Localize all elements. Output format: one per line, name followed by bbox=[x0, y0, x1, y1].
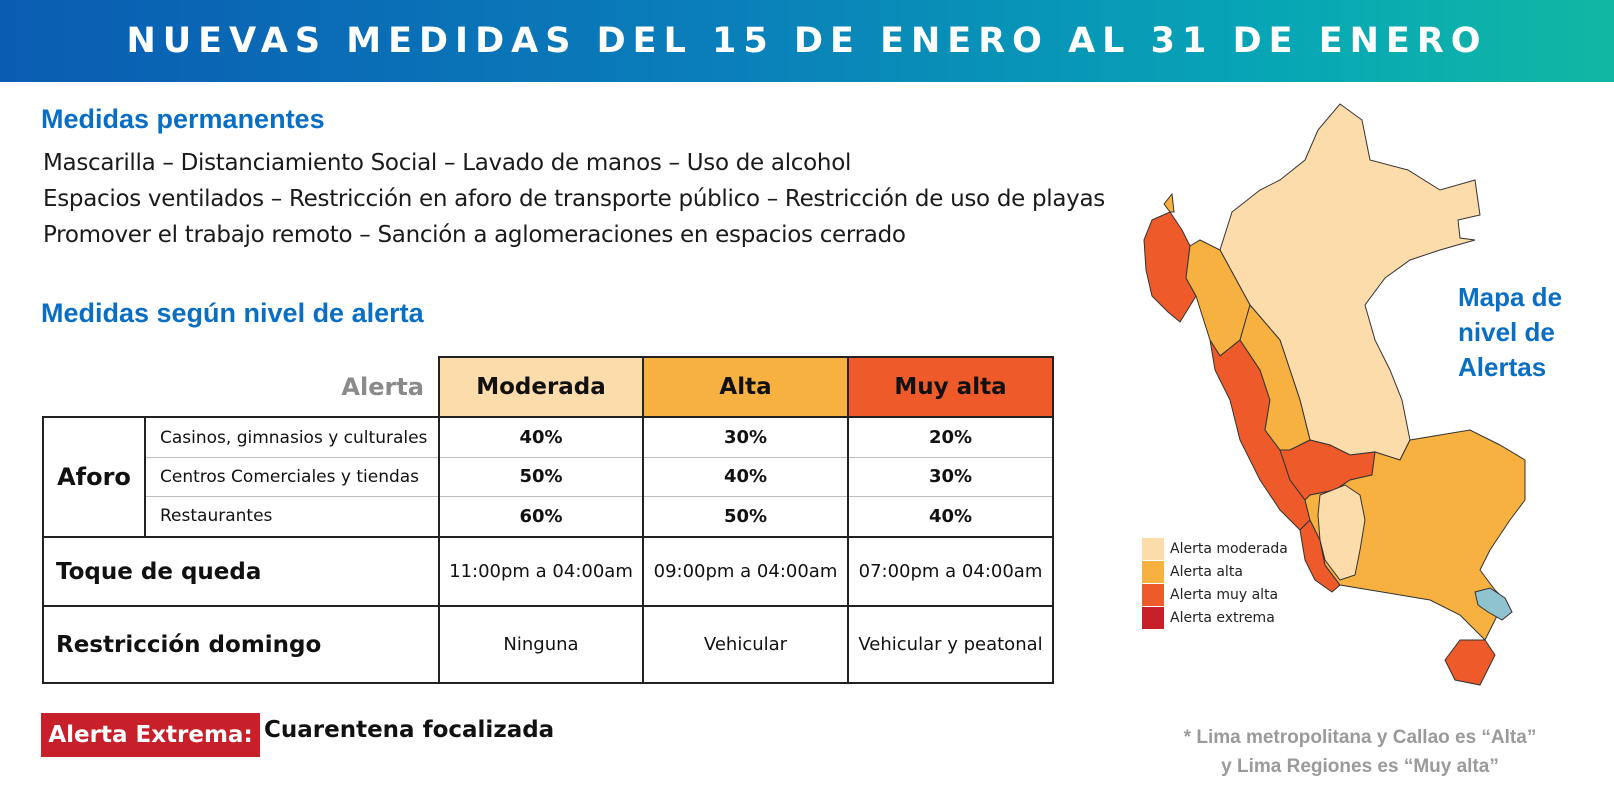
legend-item: Alerta muy alta bbox=[1142, 583, 1288, 606]
sunday-restriction-value-cell: Ninguna bbox=[438, 605, 644, 684]
curfew-label: Toque de queda bbox=[42, 536, 440, 607]
map-footnote-line: * Lima metropolitana y Callao es “Alta” bbox=[1183, 727, 1537, 748]
region-muy-alta bbox=[1143, 211, 1197, 323]
aforo-value-cell: 40% bbox=[438, 416, 644, 458]
permanent-measures-line: Mascarilla – Distanciamiento Social – La… bbox=[43, 150, 852, 176]
page-title: NUEVAS MEDIDAS DEL 15 DE ENERO AL 31 DE … bbox=[126, 21, 1488, 61]
alert-corner-label: Alerta bbox=[341, 373, 424, 401]
permanent-measures-line: Espacios ventilados – Restricción en afo… bbox=[43, 186, 1105, 212]
legend-swatch bbox=[1142, 606, 1164, 629]
map-footnote-line: y Lima Regiones es “Muy alta” bbox=[1221, 756, 1499, 777]
aforo-row-label: Centros Comerciales y tiendas bbox=[144, 457, 440, 497]
aforo-row-label: Restaurantes bbox=[144, 496, 440, 538]
peru-alert-map bbox=[1143, 103, 1526, 686]
aforo-value-cell: 40% bbox=[847, 496, 1054, 538]
region-alta bbox=[1163, 192, 1175, 213]
aforo-value-cell: 50% bbox=[642, 496, 849, 538]
sunday-restriction-value-cell: Vehicular bbox=[642, 605, 849, 684]
aforo-value-cell: 30% bbox=[847, 457, 1054, 497]
aforo-value-cell: 30% bbox=[642, 416, 849, 458]
sunday-restriction-label: Restricción domingo bbox=[42, 605, 440, 684]
region-muy-alta bbox=[1444, 639, 1496, 686]
aforo-value-cell: 20% bbox=[847, 416, 1054, 458]
curfew-value-cell: 07:00pm a 04:00am bbox=[847, 536, 1054, 607]
map-title: Mapa de nivel de Alertas bbox=[1458, 282, 1563, 382]
legend-swatch bbox=[1142, 560, 1164, 583]
aforo-value-cell: 40% bbox=[642, 457, 849, 497]
legend-item: Alerta moderada bbox=[1142, 537, 1288, 560]
lake-titicaca bbox=[1474, 587, 1513, 621]
header-banner: NUEVAS MEDIDAS DEL 15 DE ENERO AL 31 DE … bbox=[0, 0, 1614, 82]
column-header-muy-alta: Muy alta bbox=[847, 356, 1054, 418]
sunday-restriction-value-cell: Vehicular y peatonal bbox=[847, 605, 1054, 684]
map-legend: Alerta moderada Alerta alta Alerta muy a… bbox=[1142, 537, 1288, 629]
aforo-label: Aforo bbox=[42, 416, 146, 538]
curfew-value-cell: 11:00pm a 04:00am bbox=[438, 536, 644, 607]
permanent-measures-title: Medidas permanentes bbox=[41, 104, 325, 134]
aforo-row-label: Casinos, gimnasios y culturales bbox=[144, 416, 440, 458]
legend-item: Alerta alta bbox=[1142, 560, 1288, 583]
extreme-alert-text: Cuarentena focalizada bbox=[264, 717, 555, 743]
legend-item: Alerta extrema bbox=[1142, 606, 1288, 629]
column-header-alta: Alta bbox=[642, 356, 849, 418]
legend-swatch bbox=[1142, 583, 1164, 606]
legend-swatch bbox=[1142, 537, 1164, 560]
alert-measures-title: Medidas según nivel de alerta bbox=[41, 298, 424, 328]
aforo-value-cell: 50% bbox=[438, 457, 644, 497]
aforo-value-cell: 60% bbox=[438, 496, 644, 538]
region-alta bbox=[1304, 429, 1526, 641]
permanent-measures-line: Promover el trabajo remoto – Sanción a a… bbox=[43, 222, 906, 248]
extreme-alert-badge: Alerta Extrema: bbox=[41, 713, 260, 757]
region-moderada bbox=[1317, 484, 1366, 581]
column-header-moderada: Moderada bbox=[438, 356, 644, 418]
curfew-value-cell: 09:00pm a 04:00am bbox=[642, 536, 849, 607]
